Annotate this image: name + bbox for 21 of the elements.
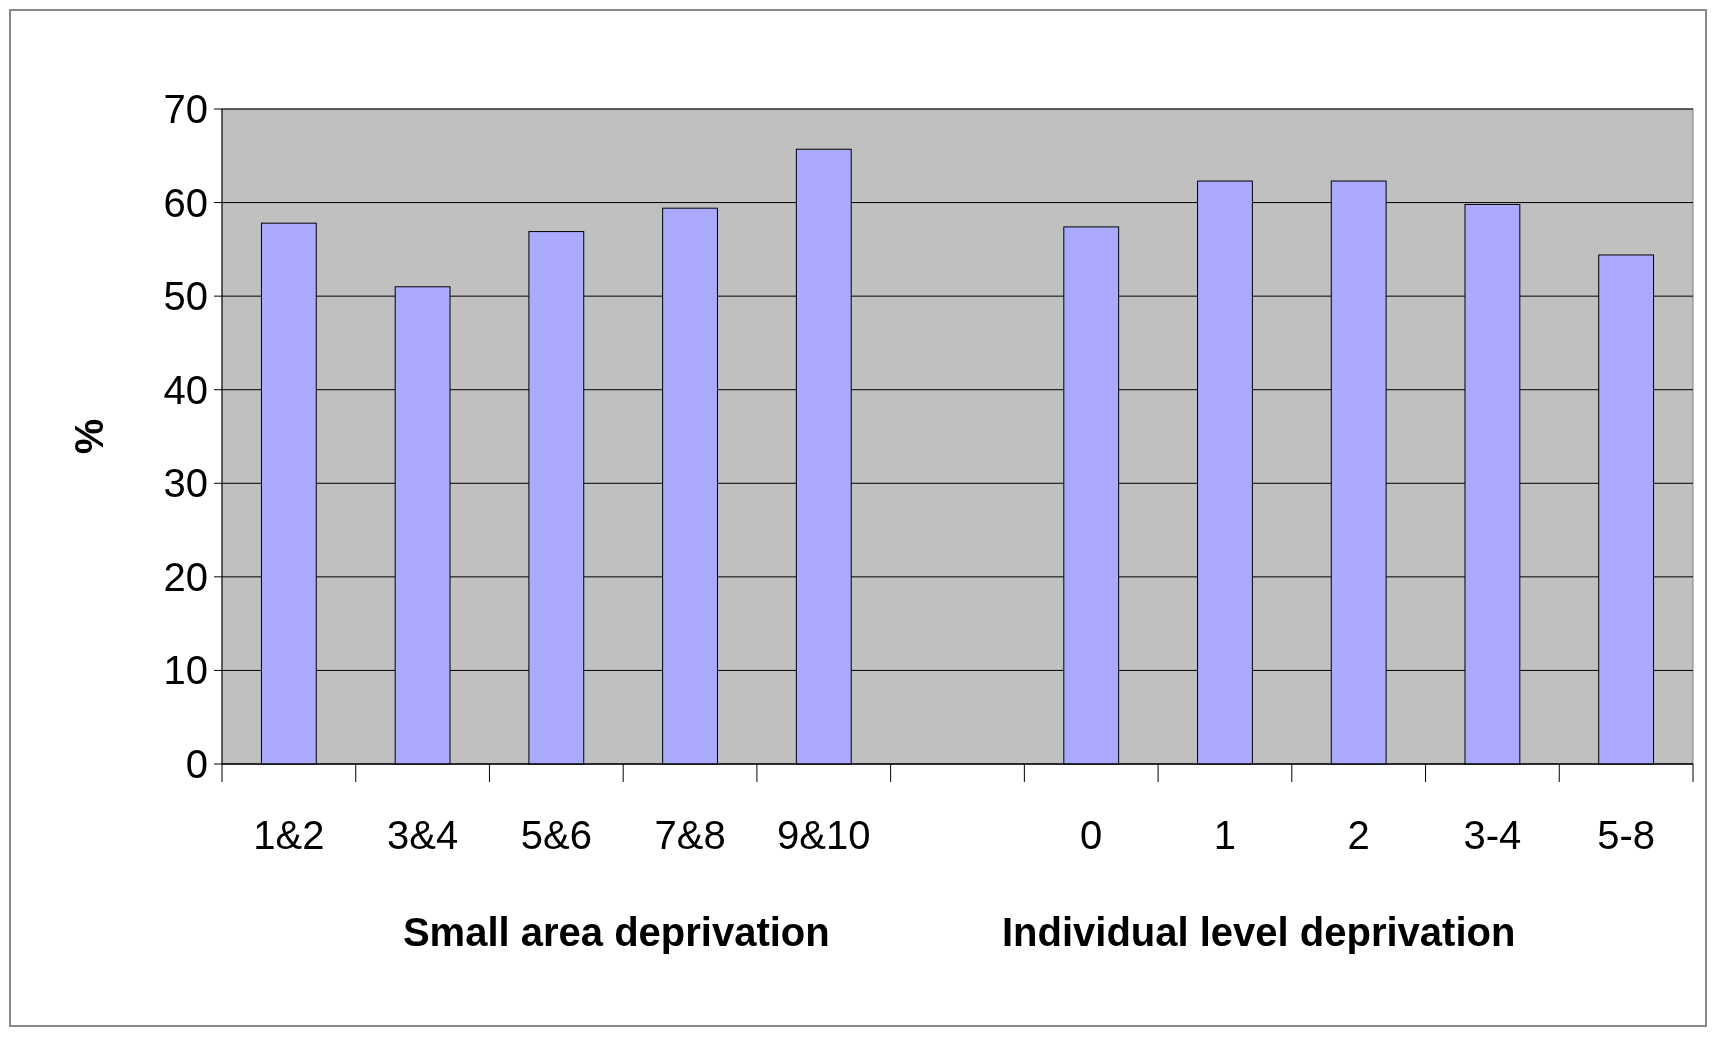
x-tick-label: 3&4 <box>387 813 459 857</box>
y-axis-title: % <box>67 418 111 455</box>
x-tick-label: 0 <box>1080 813 1103 857</box>
x-tick-label: 1&2 <box>253 813 325 857</box>
y-tick-label: 50 <box>163 274 208 319</box>
x-tick-label: 3-4 <box>1463 813 1522 857</box>
y-tick-label: 30 <box>163 461 208 506</box>
text: Small area deprivation <box>402 910 830 954</box>
y-tick-label: 20 <box>163 554 208 599</box>
text: Individual level deprivation <box>1001 910 1516 954</box>
y-tick-label: 70 <box>163 87 208 131</box>
y-tick-label: 40 <box>163 367 208 412</box>
x-tick-label: 9&10 <box>777 813 871 857</box>
x-tick-label: 5-8 <box>1597 813 1656 857</box>
y-tick-label: 10 <box>163 648 208 693</box>
y-tick-label: 60 <box>163 180 208 225</box>
x-tick-label: 5&6 <box>520 813 592 857</box>
y-tick-label: 0 <box>185 742 208 786</box>
x-tick-label: 7&8 <box>654 813 726 857</box>
x-tick-label: 1 <box>1213 813 1237 857</box>
x-tick-label: 2 <box>1347 813 1370 857</box>
